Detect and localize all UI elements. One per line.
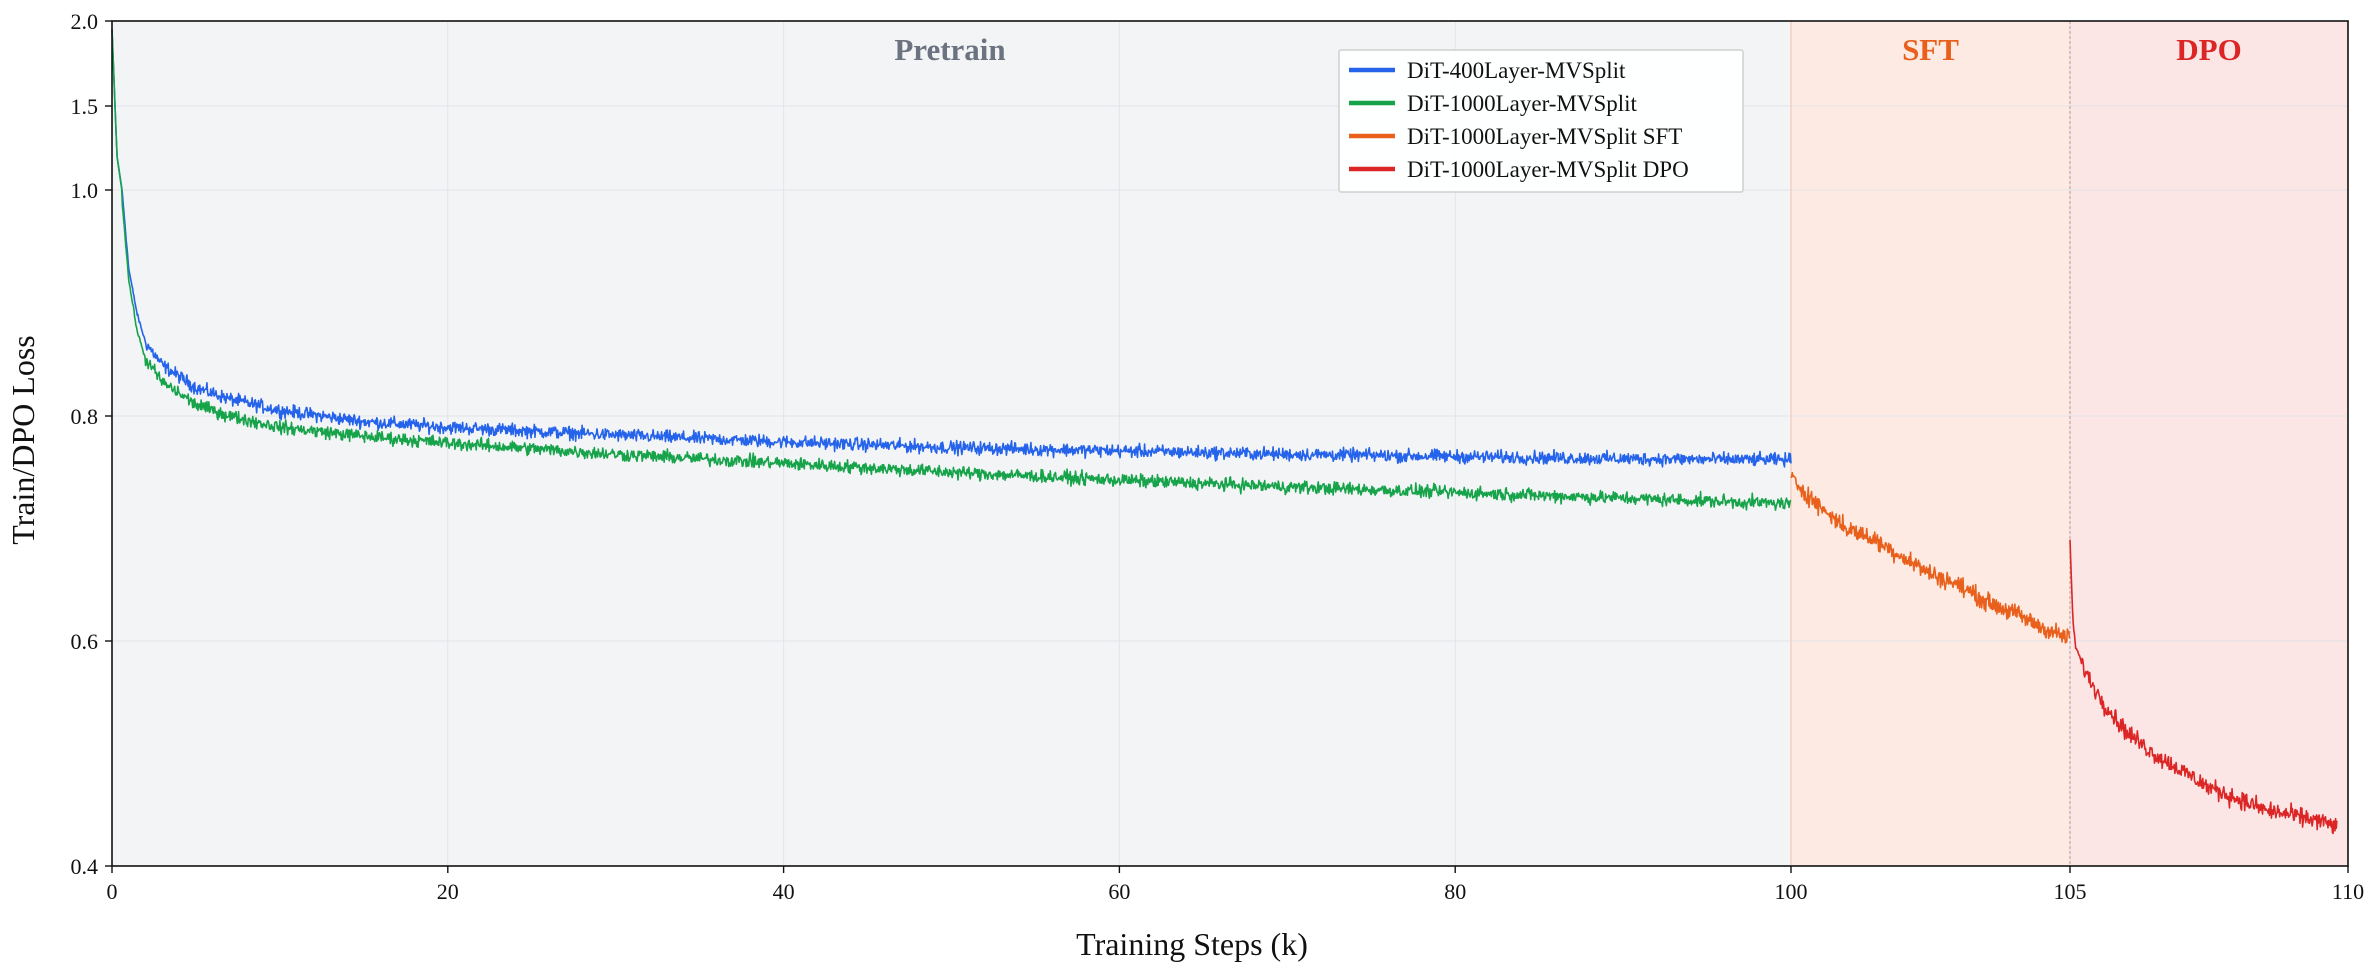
legend-entry-label: DiT-1000Layer-MVSplit [1407,91,1638,116]
plot-border [111,20,2349,867]
legend-entry-label: DiT-1000Layer-MVSplit DPO [1407,157,1689,182]
phase-band-dpo [2070,21,2348,866]
y-tick-label: 0.8 [71,404,99,429]
series-line-2 [111,29,1792,511]
y-tick-label: 0.6 [71,629,99,654]
phase-band-sft [1791,21,2070,866]
x-tick-label: 105 [2054,879,2087,904]
plot-frame [111,20,2349,867]
x-tick-label: 0 [107,879,118,904]
y-tick-label: 0.4 [71,854,99,879]
series-line-4 [2069,539,2338,835]
legend-box [1338,49,1744,193]
y-tick-label: 2.0 [71,9,99,34]
axis-ticks: 0 20 40 60 80 100 105 110 0.4 0.6 0.8 1.0 1.5 2.0 [71,9,2365,904]
x-tick-label: 80 [1444,879,1466,904]
x-tick-label: 60 [1108,879,1130,904]
y-tick-label: 1.0 [71,178,99,203]
y-tick-label: 1.5 [71,94,99,119]
x-axis-label: Training Steps (k) [1076,926,1308,962]
series-line-1 [111,29,1792,468]
series-line-3 [1790,471,2071,644]
x-tick-label: 20 [437,879,459,904]
legend-entry-label: DiT-1000Layer-MVSplit SFT [1407,124,1682,149]
x-tick-label: 100 [1775,879,1808,904]
phase-label-sft: SFT [1902,32,1959,67]
series-lines [111,29,2338,835]
y-axis-label: Train/DPO Loss [5,335,41,545]
x-tick-label: 110 [2332,879,2364,904]
legend: DiT-400Layer-MVSplit DiT-1000Layer-MVSpli… [1338,49,1744,193]
phase-labels: Pretrain SFT DPO [894,32,2241,67]
phase-label-pretrain: Pretrain [894,32,1005,67]
phase-label-dpo: DPO [2176,32,2241,67]
legend-entry-label: DiT-400Layer-MVSplit [1407,58,1626,83]
x-tick-label: 40 [773,879,795,904]
